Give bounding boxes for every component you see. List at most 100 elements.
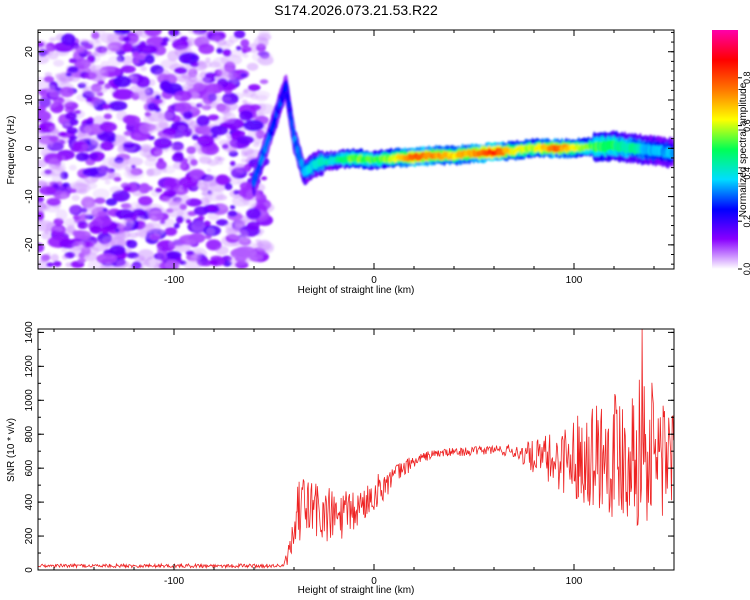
noise-blob xyxy=(152,98,164,105)
noise-blob xyxy=(215,174,230,186)
noise-blob xyxy=(227,210,238,217)
noise-blob xyxy=(126,168,140,177)
x-tick-label: 0 xyxy=(371,275,377,286)
noise-blob xyxy=(122,36,131,42)
noise-blob xyxy=(204,72,217,79)
noise-blob xyxy=(218,104,230,115)
noise-blob xyxy=(123,185,132,192)
noise-blob xyxy=(229,204,236,210)
noise-blob xyxy=(200,196,210,206)
noise-blob xyxy=(209,260,218,265)
noise-blob xyxy=(69,164,77,171)
noise-blob xyxy=(80,207,88,213)
noise-blob xyxy=(103,113,113,120)
noise-blob xyxy=(199,154,212,163)
noise-blob xyxy=(135,30,143,37)
noise-blob xyxy=(252,142,260,148)
noise-blob xyxy=(132,51,140,57)
noise-blob xyxy=(189,92,201,99)
noise-blob xyxy=(102,103,111,110)
noise-blob xyxy=(89,153,99,160)
noise-blob xyxy=(40,169,55,178)
noise-blob xyxy=(89,247,100,255)
snr-y-ticks: 0 200 400 600 800 1000 1200 1400 xyxy=(24,321,674,573)
noise-blob xyxy=(72,246,92,259)
noise-blob xyxy=(61,247,68,253)
noise-blob xyxy=(231,78,239,85)
noise-blob xyxy=(87,260,103,269)
noise-blob xyxy=(168,244,174,249)
noise-blob xyxy=(75,152,89,162)
snr-panel: -100 0 100 0 200 400 600 800 1000 1200 1400 Heigh… xyxy=(6,321,675,596)
noise-blob xyxy=(101,227,109,234)
noise-blob xyxy=(229,176,240,186)
noise-blob xyxy=(38,41,45,48)
noise-blob xyxy=(91,31,100,40)
noise-blob xyxy=(206,205,218,212)
noise-blob xyxy=(69,118,79,126)
noise-blob xyxy=(157,111,175,121)
noise-blob xyxy=(45,85,56,93)
noise-blob xyxy=(38,181,48,189)
noise-blob xyxy=(208,189,224,202)
noise-blob xyxy=(125,156,144,167)
colorbar-tick-label: 0.8 xyxy=(742,72,750,85)
ridge-blob xyxy=(291,127,296,137)
noise-blob xyxy=(109,244,126,256)
noise-blob xyxy=(144,158,158,167)
noise-blob xyxy=(68,75,81,83)
noise-blob xyxy=(66,127,79,135)
noise-blob xyxy=(187,154,196,161)
noise-blob xyxy=(162,37,170,43)
noise-blob xyxy=(50,128,60,134)
noise-blob xyxy=(122,130,132,138)
noise-blob xyxy=(220,54,243,66)
noise-blob xyxy=(107,136,116,143)
ridge-blob xyxy=(670,148,674,159)
noise-blob xyxy=(38,259,49,269)
noise-blob xyxy=(49,37,57,42)
noise-blob xyxy=(60,192,68,199)
noise-blob xyxy=(126,239,138,249)
noise-blob xyxy=(222,117,229,123)
noise-blob xyxy=(222,141,238,153)
noise-blob xyxy=(68,58,77,64)
noise-blob xyxy=(127,263,145,269)
noise-blob xyxy=(124,115,141,126)
noise-blob xyxy=(196,115,210,127)
noise-blob xyxy=(94,38,100,44)
y-tick-label: 0 xyxy=(24,145,35,151)
colorbar-label: Normalized spectral amplitude xyxy=(738,82,749,217)
noise-blob xyxy=(79,81,89,86)
noise-blob xyxy=(114,228,120,233)
noise-blob xyxy=(54,226,64,232)
noise-blob xyxy=(147,185,153,191)
noise-blob xyxy=(153,150,164,156)
y-tick-label: 200 xyxy=(24,527,35,544)
noise-blob xyxy=(40,257,47,263)
noise-blob xyxy=(187,30,196,34)
snr-x-axis-label: Height of straight line (km) xyxy=(298,585,415,596)
ridge-blobs xyxy=(251,74,674,196)
noise-blob xyxy=(173,243,191,253)
noise-blob xyxy=(224,182,233,191)
ridge-blob xyxy=(285,92,290,102)
noise-blob xyxy=(181,72,192,80)
noise-blob xyxy=(249,104,262,111)
noise-blob xyxy=(55,73,69,85)
figure-title: S174.2026.073.21.53.R22 xyxy=(274,2,438,18)
noise-blob xyxy=(179,36,189,41)
y-tick-label: 1200 xyxy=(24,355,35,378)
noise-blob xyxy=(107,55,123,67)
noise-blob xyxy=(65,72,72,77)
noise-blob xyxy=(203,220,211,227)
colorbar-gradient xyxy=(712,30,738,269)
ridge-blob xyxy=(289,119,294,129)
noise-blob xyxy=(233,30,246,39)
noise-blob xyxy=(149,123,159,133)
noise-blob xyxy=(216,47,223,54)
noise-blob xyxy=(198,43,215,55)
noise-blob xyxy=(74,110,81,115)
ridge-blob xyxy=(299,158,304,168)
